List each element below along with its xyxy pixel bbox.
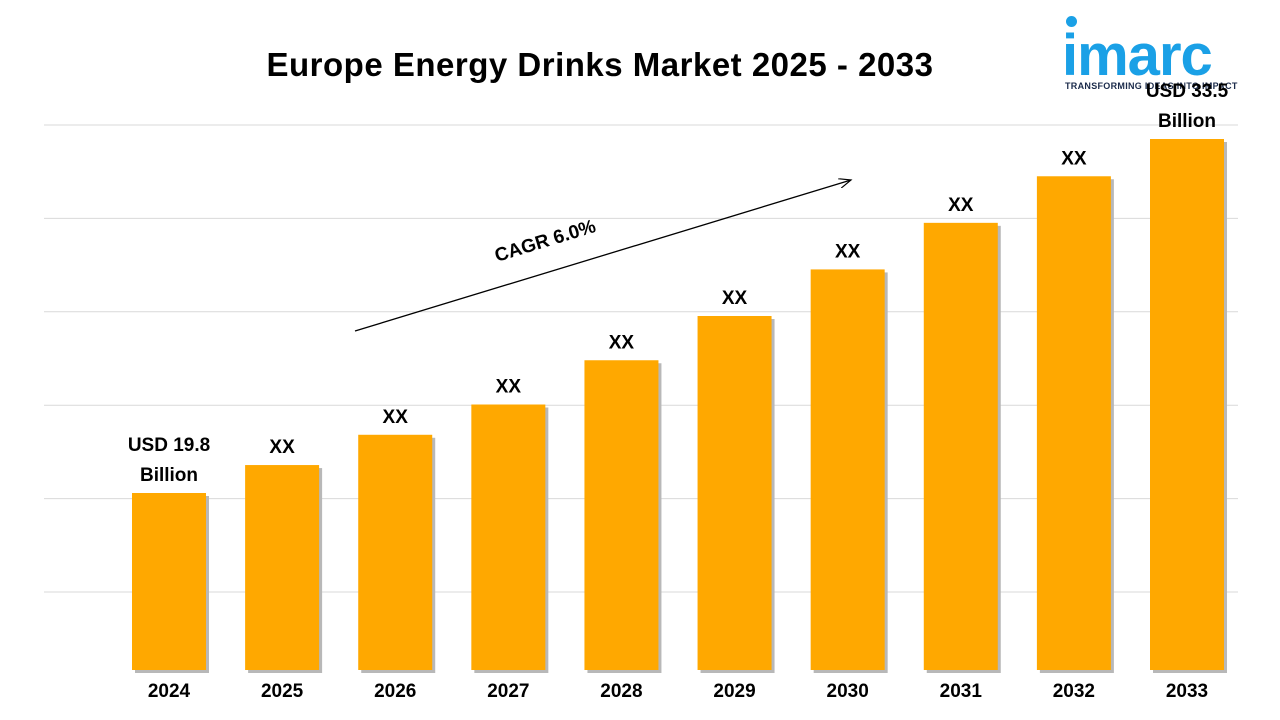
- data-label-2033: Billion: [1158, 111, 1216, 132]
- bar-2028: [584, 360, 659, 670]
- data-label-2031: XX: [948, 195, 974, 216]
- data-labels: USD 19.8 Billion XX XX XX XX XX XX XX XX USD 33.5 B…: [128, 81, 1229, 486]
- x-tick-label: 2025: [261, 681, 304, 702]
- data-label-2028: XX: [609, 332, 635, 353]
- data-label-2025: XX: [269, 437, 295, 458]
- cagr-annotation: CAGR 6.0%: [354, 180, 851, 332]
- x-tick-label: 2024: [148, 681, 191, 702]
- bar-2024: [132, 493, 206, 670]
- bar-2030: [810, 269, 885, 670]
- chart-title: Europe Energy Drinks Market 2025 - 2033: [266, 46, 934, 83]
- cagr-label: CAGR 6.0%: [492, 216, 598, 267]
- data-label-2026: XX: [383, 407, 409, 428]
- data-label-2024: Billion: [140, 465, 198, 486]
- x-tick-label: 2031: [940, 681, 983, 702]
- logo-wordmark: imarc: [1062, 23, 1213, 88]
- x-tick-label: 2030: [827, 681, 869, 702]
- data-label-2030: XX: [835, 241, 861, 262]
- data-label-2029: XX: [722, 288, 748, 309]
- bar-2033: [1150, 139, 1224, 670]
- bar-2027: [471, 404, 546, 670]
- data-label-2027: XX: [496, 377, 522, 398]
- x-tick-label: 2033: [1166, 681, 1208, 702]
- cagr-arrow: [354, 180, 851, 332]
- data-label-2033: USD 33.5: [1146, 81, 1229, 102]
- data-label-2032: XX: [1061, 148, 1087, 169]
- bar-2029: [697, 316, 772, 670]
- bar-2032: [1036, 176, 1111, 670]
- logo-tagline: TRANSFORMING IDEAS INTO IMPACT: [1065, 81, 1238, 91]
- logo-dot-icon: [1066, 16, 1077, 27]
- bar-2026: [358, 434, 433, 670]
- data-label-2024: USD 19.8: [128, 435, 210, 456]
- x-tick-label: 2032: [1053, 681, 1095, 702]
- x-tick-label: 2027: [487, 681, 529, 702]
- bar-2031: [923, 222, 998, 670]
- bars: [132, 139, 1227, 673]
- imarc-logo: imarc TRANSFORMING IDEAS INTO IMPACT: [1062, 14, 1252, 94]
- bar-2025: [245, 465, 320, 670]
- x-tick-label: 2029: [713, 681, 755, 702]
- x-tick-label: 2026: [374, 681, 416, 702]
- x-tick-label: 2028: [600, 681, 642, 702]
- x-axis-ticks: 2024 2025 2026 2027 2028 2029 2030 2031 2032 2033: [148, 681, 1208, 702]
